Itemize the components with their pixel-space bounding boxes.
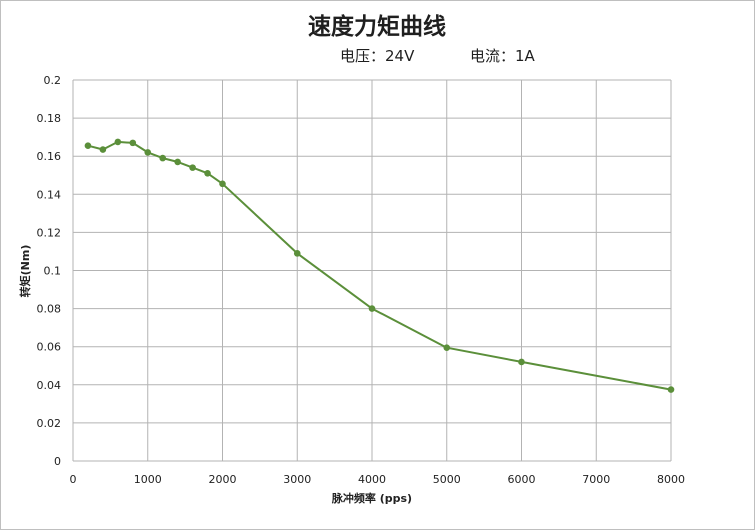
x-tick-label: 7000 <box>582 473 610 486</box>
data-point <box>114 138 122 146</box>
data-point <box>219 180 226 188</box>
x-tick-label: 5000 <box>433 473 461 486</box>
x-tick-label: 3000 <box>283 473 311 486</box>
y-tick-label: 0.1 <box>44 265 62 278</box>
y-tick-label: 0.08 <box>37 303 62 316</box>
data-point <box>159 154 166 162</box>
data-point <box>667 386 675 393</box>
data-point <box>99 146 107 153</box>
y-tick-label: 0.02 <box>37 417 62 430</box>
y-tick-label: 0.16 <box>37 150 62 163</box>
data-point <box>144 149 152 156</box>
y-axis-ticks: 0 0.02 0.04 0.06 0.08 0.1 0.12 0.14 0.16 0.18 0.2 <box>37 74 62 468</box>
x-tick-label: 0 <box>70 473 77 486</box>
data-point <box>518 358 525 366</box>
x-tick-label: 1000 <box>134 473 162 486</box>
series-line <box>87 140 672 391</box>
plot-area <box>84 138 675 393</box>
x-axis-title: 脉冲频率 (pps) <box>331 491 412 505</box>
data-point <box>368 305 376 312</box>
y-tick-label: 0.06 <box>37 341 62 354</box>
data-point <box>443 344 451 351</box>
x-tick-label: 6000 <box>508 473 536 486</box>
data-point <box>293 250 301 257</box>
voltage-label: 电压：24V <box>340 47 415 65</box>
data-point <box>84 142 92 150</box>
data-point <box>174 158 181 166</box>
data-point <box>129 139 137 147</box>
y-tick-label: 0.14 <box>37 188 62 201</box>
chart-title: 速度力矩曲线 <box>308 13 446 40</box>
y-axis-title: 转矩(Nm) <box>18 245 32 298</box>
x-tick-label: 4000 <box>358 473 386 486</box>
current-label: 电流：1A <box>470 47 536 65</box>
x-axis-ticks: 0 1000 2000 3000 4000 5000 6000 7000 8000 <box>70 473 686 486</box>
y-tick-label: 0.18 <box>37 112 62 125</box>
data-point <box>204 170 211 177</box>
y-tick-label: 0.2 <box>44 74 62 87</box>
x-tick-label: 8000 <box>657 473 685 486</box>
y-tick-label: 0.04 <box>37 379 62 392</box>
x-tick-label: 2000 <box>209 473 237 486</box>
grid-lines <box>72 79 672 462</box>
y-tick-label: 0 <box>54 455 61 468</box>
data-point <box>189 164 196 171</box>
y-tick-label: 0.12 <box>37 226 62 239</box>
